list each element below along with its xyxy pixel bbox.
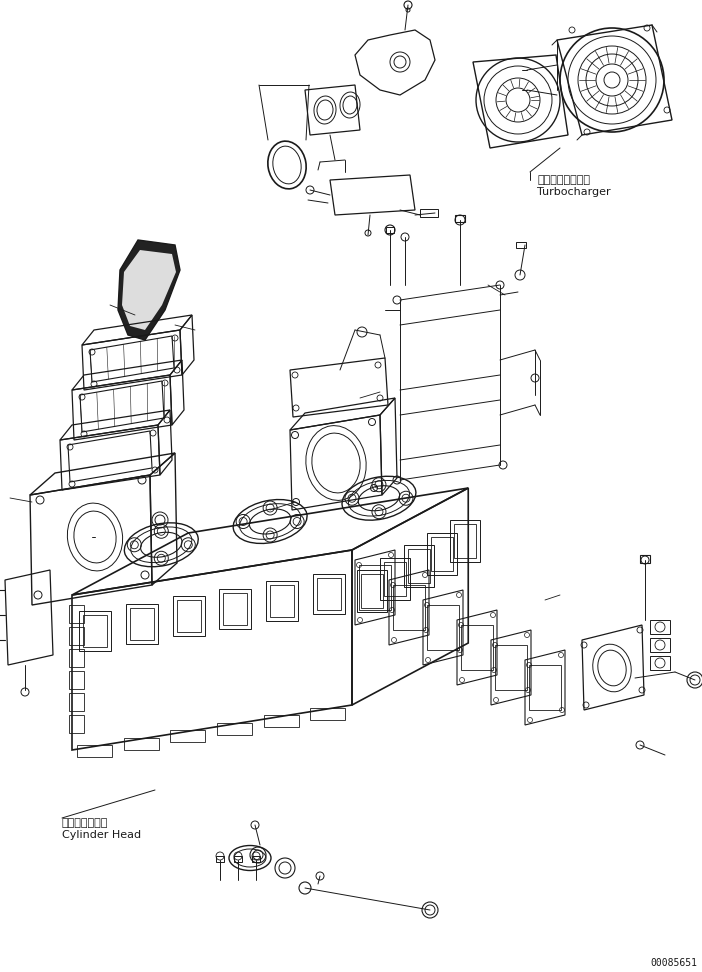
Bar [69, 671, 84, 689]
Bar [407, 549, 430, 583]
Bar [427, 605, 459, 650]
Bar [223, 593, 247, 625]
Bar [461, 625, 493, 670]
Bar [217, 722, 252, 735]
Bar [650, 638, 670, 652]
Bar [310, 708, 345, 719]
Bar [495, 645, 527, 690]
Bar [455, 215, 465, 222]
Bar [130, 608, 154, 640]
Bar [266, 581, 298, 621]
Bar [69, 649, 84, 667]
Bar [380, 558, 410, 600]
Bar [171, 730, 205, 742]
Bar [69, 605, 84, 623]
Bar [384, 562, 406, 596]
Bar [69, 715, 84, 733]
Bar [270, 585, 294, 617]
Bar [640, 555, 650, 563]
Text: シリンダヘッド: シリンダヘッド [62, 818, 108, 828]
Text: ターボチャージャ: ターボチャージャ [537, 175, 590, 185]
Bar [69, 693, 84, 711]
Bar [79, 611, 112, 651]
Bar [404, 545, 434, 587]
Bar [216, 856, 224, 862]
Bar [361, 574, 383, 608]
Polygon shape [122, 250, 176, 330]
Bar [84, 615, 107, 647]
Polygon shape [118, 240, 180, 340]
Bar [454, 525, 476, 558]
Bar [650, 620, 670, 634]
Bar [234, 856, 242, 862]
Bar [357, 570, 387, 612]
Text: Cylinder Head: Cylinder Head [62, 830, 141, 840]
Bar [516, 242, 526, 248]
Bar [126, 604, 158, 643]
Bar [420, 209, 438, 217]
Bar [69, 627, 84, 645]
Bar [427, 533, 457, 574]
Bar [529, 665, 561, 710]
Bar [177, 601, 201, 632]
Bar [317, 577, 340, 609]
Bar [393, 585, 425, 630]
Bar [650, 656, 670, 670]
Bar [312, 573, 345, 613]
Bar [77, 745, 112, 757]
Bar [252, 856, 260, 862]
Bar [124, 738, 159, 749]
Bar [431, 537, 453, 571]
Bar [264, 715, 298, 727]
Bar [359, 565, 391, 610]
Text: Turbocharger: Turbocharger [537, 187, 611, 197]
Bar [386, 227, 394, 233]
Text: 00085651: 00085651 [650, 958, 697, 968]
Bar [450, 520, 480, 563]
Bar [219, 589, 251, 629]
Bar [173, 596, 205, 637]
